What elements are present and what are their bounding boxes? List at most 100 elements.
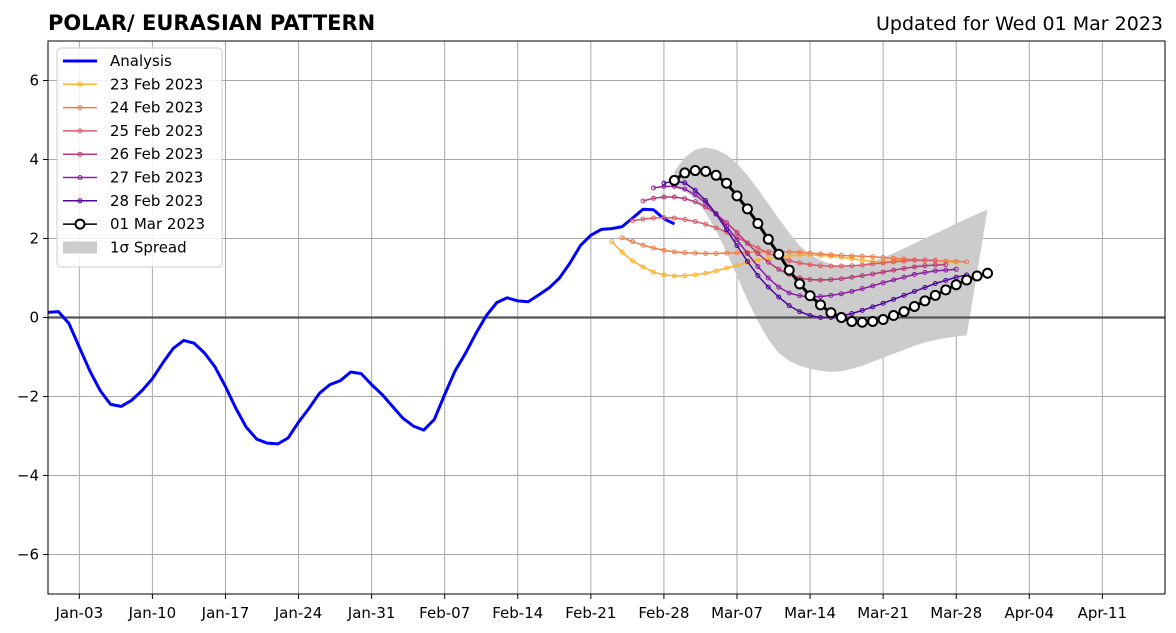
forecast-point (825, 307, 837, 319)
forecast-point (922, 263, 928, 269)
forecast-point (964, 259, 970, 265)
forecast-point (880, 254, 886, 260)
forecast-point (859, 253, 865, 259)
forecast-point (943, 262, 949, 268)
forecast-point (724, 250, 730, 256)
forecast-point (880, 269, 886, 275)
legend-item: 24 Feb 2023 (63, 99, 203, 117)
legend-item: 23 Feb 2023 (63, 75, 203, 93)
forecast-point (700, 165, 712, 177)
forecast-point (891, 296, 897, 302)
legend-item: 25 Feb 2023 (63, 122, 203, 140)
forecast-point (849, 288, 855, 294)
forecast-point (961, 274, 973, 286)
forecast-point (721, 177, 733, 189)
forecast-point (891, 277, 897, 283)
forecast-point (682, 180, 688, 186)
forecast-point (870, 283, 876, 289)
legend-marker (74, 218, 86, 230)
forecast-point (908, 300, 920, 312)
forecast-point (630, 218, 636, 224)
legend-item: Analysis (63, 52, 172, 70)
forecast-point (713, 211, 719, 217)
series-layer (47, 165, 994, 446)
forecast-point (744, 240, 750, 246)
forecast-point (671, 273, 677, 279)
legend-marker (77, 198, 83, 204)
legend-label: 25 Feb 2023 (110, 122, 203, 140)
forecast-point (888, 310, 900, 322)
forecast-point (689, 165, 701, 177)
forecast-point (838, 263, 844, 269)
forecast-point (849, 274, 855, 280)
forecast-point (929, 289, 941, 301)
legend-label: 28 Feb 2023 (110, 192, 203, 210)
forecast-point (922, 257, 928, 263)
x-tick-label: Mar-07 (711, 604, 763, 622)
forecast-point (867, 315, 879, 327)
x-tick-label: Mar-14 (784, 604, 836, 622)
forecast-point (765, 275, 771, 281)
forecast-point (859, 286, 865, 292)
forecast-point (619, 235, 625, 241)
forecast-point (682, 217, 688, 223)
forecast-point (898, 306, 910, 318)
forecast-point (786, 303, 792, 309)
forecast-point (901, 274, 907, 280)
forecast-line (621, 236, 967, 263)
forecast-point (650, 245, 656, 251)
forecast-point (807, 250, 813, 256)
series-28-feb-2023 (661, 178, 970, 320)
forecast-point (765, 250, 771, 256)
forecast-point (710, 169, 722, 181)
forecast-point (870, 304, 876, 310)
x-tick-label: Feb-28 (638, 604, 689, 622)
forecast-point (838, 252, 844, 258)
forecast-point (859, 307, 865, 313)
x-tick-label: Jan-24 (274, 604, 323, 622)
forecast-point (776, 294, 782, 300)
forecast-point (661, 194, 667, 200)
legend-marker (77, 151, 83, 157)
forecast-point (713, 225, 719, 231)
legend-label: 24 Feb 2023 (110, 99, 203, 117)
forecast-point (859, 273, 865, 279)
forecast-point (828, 252, 834, 258)
forecast-point (932, 281, 938, 287)
forecast-point (815, 299, 827, 311)
legend-item: 01 Mar 2023 (63, 215, 205, 233)
legend: Analysis 23 Feb 2023 24 Feb 2023 25 Feb 202… (56, 47, 223, 268)
forecast-point (828, 277, 834, 283)
forecast-line (611, 241, 957, 277)
series-01-mar-2023 (668, 165, 994, 328)
forecast-point (953, 258, 959, 264)
legend-label: 1σ Spread (110, 238, 187, 256)
forecast-point (755, 251, 761, 257)
forecast-point (870, 261, 876, 267)
forecast-point (849, 311, 855, 317)
forecast-point (650, 195, 656, 201)
forecast-point (870, 271, 876, 277)
forecast-point (807, 277, 813, 283)
forecast-point (741, 203, 753, 215)
forecast-point (849, 253, 855, 259)
forecast-point (703, 198, 709, 204)
forecast-point (835, 312, 847, 323)
spread-band (674, 147, 988, 372)
forecast-point (650, 185, 656, 191)
forecast-point (679, 167, 691, 179)
forecast-point (911, 257, 917, 263)
x-tick-label: Jan-10 (128, 604, 177, 622)
forecast-point (744, 251, 750, 257)
forecast-point (828, 292, 834, 298)
forecast-point (661, 215, 667, 221)
forecast-point (773, 248, 785, 260)
forecast-point (692, 219, 698, 225)
y-tick-label: 0 (29, 309, 39, 327)
axis-ticks: Jan-03 Jan-10 Jan-17 Jan-24 Jan-31 Feb-07 Feb-… (17, 72, 1127, 623)
forecast-point (752, 217, 764, 229)
forecast-point (891, 259, 897, 265)
forecast-point (880, 300, 886, 306)
forecast-point (619, 249, 625, 255)
